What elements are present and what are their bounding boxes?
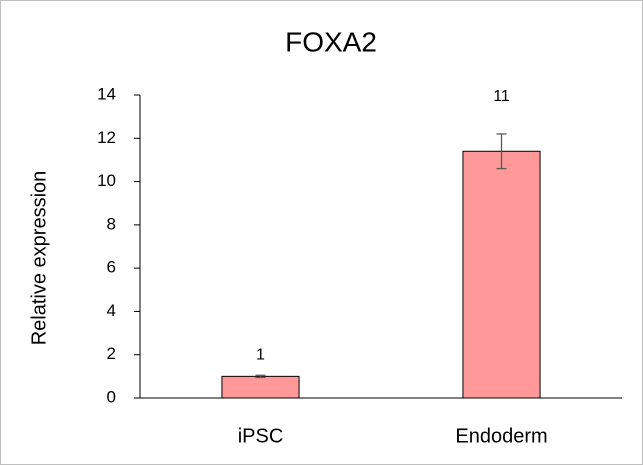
chart-title: FOXA2 bbox=[285, 26, 377, 57]
y-axis-label: Relative expression bbox=[28, 171, 50, 346]
bar bbox=[221, 375, 300, 399]
bar bbox=[462, 150, 541, 399]
error-bar bbox=[496, 133, 507, 170]
y-tick-label: 0 bbox=[107, 387, 116, 406]
y-tick-label: 14 bbox=[97, 84, 116, 103]
y-tick-label: 8 bbox=[107, 214, 116, 233]
y-tick-label: 12 bbox=[97, 128, 116, 147]
y-tick-label: 6 bbox=[107, 258, 116, 277]
y-tick-label: 4 bbox=[107, 301, 116, 320]
error-bar bbox=[255, 374, 266, 379]
x-tick-label: Endoderm bbox=[455, 425, 547, 447]
x-tick-label: iPSC bbox=[238, 425, 284, 447]
data-label: 11 bbox=[493, 88, 510, 105]
y-tick-label: 2 bbox=[107, 344, 116, 363]
y-tick-label: 10 bbox=[97, 171, 116, 190]
data-label: 1 bbox=[256, 346, 265, 363]
